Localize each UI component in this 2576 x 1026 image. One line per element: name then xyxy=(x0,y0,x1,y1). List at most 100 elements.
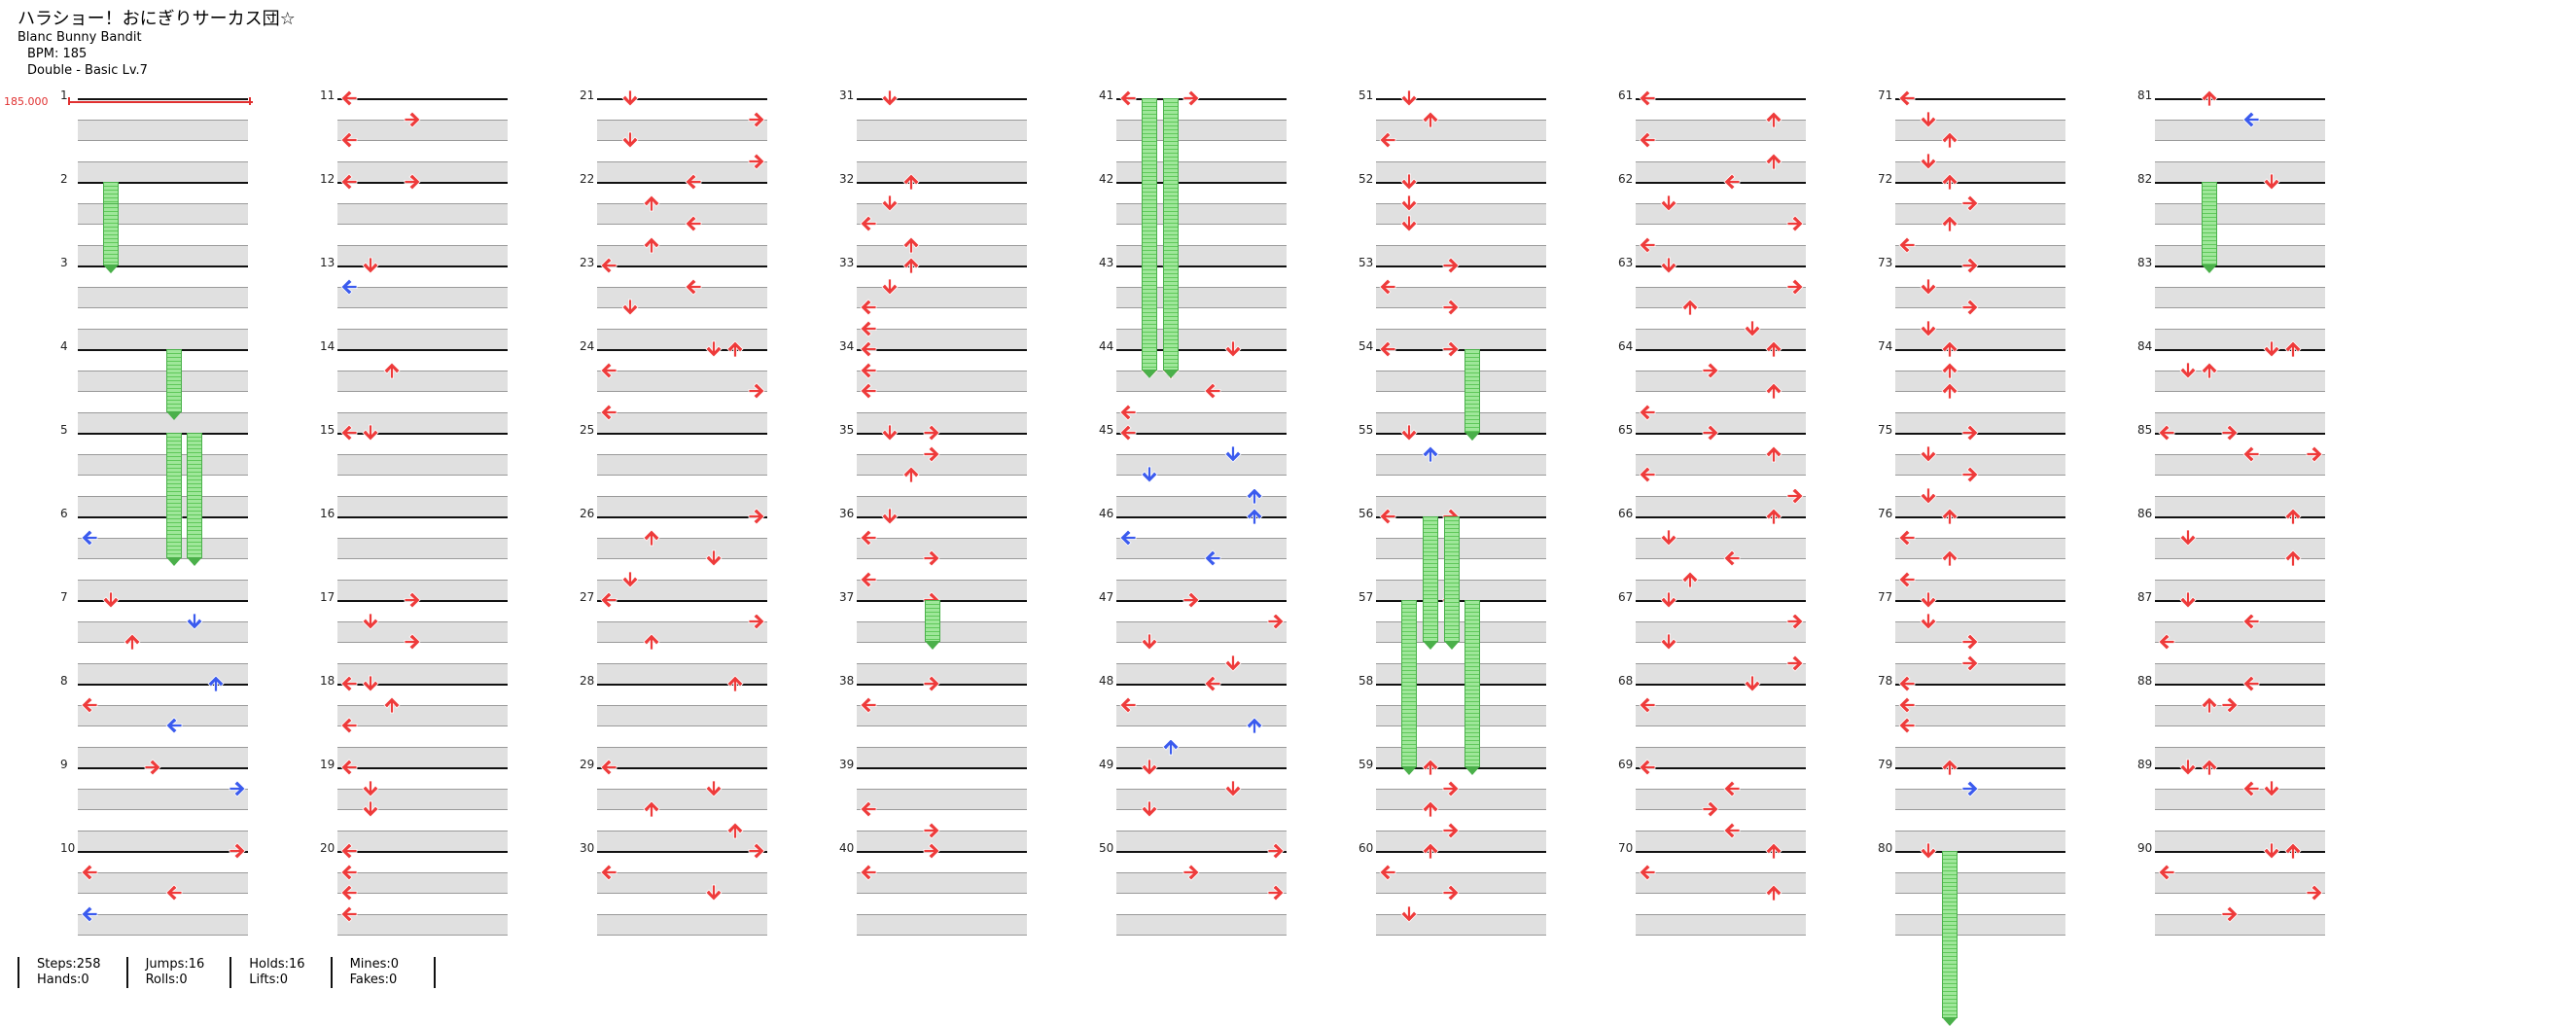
stats-mines-fakes: Mines:0 Fakes:0 xyxy=(330,957,436,988)
measure-number: 80 xyxy=(1878,841,1893,855)
up-arrow-icon xyxy=(1941,549,1958,567)
measure-line xyxy=(337,433,508,435)
beat-band xyxy=(857,788,1027,810)
measure-line xyxy=(337,98,508,100)
measure-line xyxy=(1376,265,1546,267)
measure-number: 51 xyxy=(1359,88,1374,102)
measure-number: 55 xyxy=(1359,423,1374,437)
down-arrow-icon xyxy=(881,508,899,525)
measure-number: 85 xyxy=(2137,423,2153,437)
measure-line xyxy=(857,349,1027,351)
left-arrow-icon xyxy=(1898,89,1916,107)
beat-band xyxy=(78,370,248,392)
right-arrow-icon xyxy=(748,110,765,128)
down-arrow-icon xyxy=(1744,675,1761,692)
right-arrow-icon xyxy=(1442,340,1460,358)
measure-line xyxy=(1636,433,1806,435)
left-arrow-icon xyxy=(685,215,702,232)
beat-band xyxy=(337,537,508,559)
beat-band xyxy=(2155,119,2325,141)
chart-column: 81 82 83 84 85 86 87 88 89 90 xyxy=(2137,88,2325,936)
beat-band xyxy=(337,453,508,476)
measure-number: 37 xyxy=(839,590,855,604)
down-arrow-icon xyxy=(881,89,899,107)
measure-number: 16 xyxy=(320,507,335,520)
right-arrow-icon xyxy=(1267,842,1285,860)
up-arrow-icon xyxy=(1765,152,1782,169)
beat-band xyxy=(1116,620,1287,643)
measure-line xyxy=(1116,265,1287,267)
measure-line xyxy=(337,851,508,853)
beat-band xyxy=(1636,662,1806,685)
measure-line xyxy=(78,265,248,267)
beat-band xyxy=(337,160,508,183)
up-arrow-icon xyxy=(1246,486,1263,504)
measure-line xyxy=(1116,600,1287,602)
beat-band xyxy=(1895,370,2065,392)
measure-line xyxy=(1116,349,1287,351)
up-arrow-icon xyxy=(1681,570,1699,587)
down-arrow-icon xyxy=(2263,780,2280,797)
beat-band xyxy=(337,913,508,936)
left-arrow-icon xyxy=(340,675,358,692)
beat-band xyxy=(337,871,508,894)
beat-band xyxy=(1376,579,1546,601)
chart-column: 41 42 43 44 45 46 47 48 49 50 xyxy=(1099,88,1287,936)
beat-band xyxy=(597,871,767,894)
measure-line xyxy=(1376,98,1546,100)
beat-band xyxy=(2155,913,2325,936)
beat-band xyxy=(78,411,248,434)
right-arrow-icon xyxy=(1961,654,1979,672)
left-arrow-icon xyxy=(1379,131,1396,149)
left-arrow-icon xyxy=(340,717,358,734)
hold-note xyxy=(1444,516,1460,650)
left-arrow-icon xyxy=(685,277,702,296)
measure-line xyxy=(597,182,767,184)
left-arrow-icon xyxy=(340,131,358,149)
measure-line xyxy=(1116,516,1287,518)
hold-note xyxy=(103,202,119,273)
beat-band xyxy=(1895,537,2065,559)
up-arrow-icon xyxy=(1941,215,1958,232)
left-arrow-icon xyxy=(340,842,358,860)
beat-band xyxy=(1895,620,2065,643)
measure-number: 3 xyxy=(60,256,68,269)
right-arrow-icon xyxy=(1442,299,1460,316)
left-arrow-icon xyxy=(1379,508,1396,525)
measure-line xyxy=(597,433,767,435)
beat-band xyxy=(1895,411,2065,434)
right-arrow-icon xyxy=(2221,695,2239,714)
beat-band xyxy=(78,704,248,726)
left-arrow-icon xyxy=(1119,528,1137,547)
right-arrow-icon xyxy=(1182,591,1200,609)
up-arrow-icon xyxy=(2284,340,2302,358)
measure-line xyxy=(1895,684,2065,686)
measure-line xyxy=(2155,600,2325,602)
measure-number: 5 xyxy=(60,423,68,437)
beat-band xyxy=(1116,662,1287,685)
beat-band xyxy=(1636,119,1806,141)
measure-line xyxy=(1376,600,1546,602)
beat-band xyxy=(1895,286,2065,308)
beat-band xyxy=(597,746,767,768)
left-arrow-icon xyxy=(340,884,358,902)
down-arrow-icon xyxy=(621,571,639,588)
measure-line xyxy=(1116,767,1287,769)
hold-note xyxy=(166,433,182,566)
left-arrow-icon xyxy=(2158,424,2175,442)
up-arrow-icon xyxy=(2284,842,2302,860)
beat-band xyxy=(78,160,248,183)
measure-number: 81 xyxy=(2137,88,2153,102)
beat-band xyxy=(597,160,767,183)
up-arrow-icon xyxy=(1162,737,1180,755)
measure-line xyxy=(2155,684,2325,686)
right-arrow-icon xyxy=(1442,779,1460,797)
measure-number: 33 xyxy=(839,256,855,269)
up-arrow-icon xyxy=(726,340,744,358)
down-arrow-icon xyxy=(1920,591,1937,609)
measure-number: 60 xyxy=(1359,841,1374,855)
stat-hands: Hands:0 xyxy=(37,973,89,987)
measure-line xyxy=(2155,349,2325,351)
left-arrow-icon xyxy=(600,591,618,609)
measure-number: 77 xyxy=(1878,590,1893,604)
